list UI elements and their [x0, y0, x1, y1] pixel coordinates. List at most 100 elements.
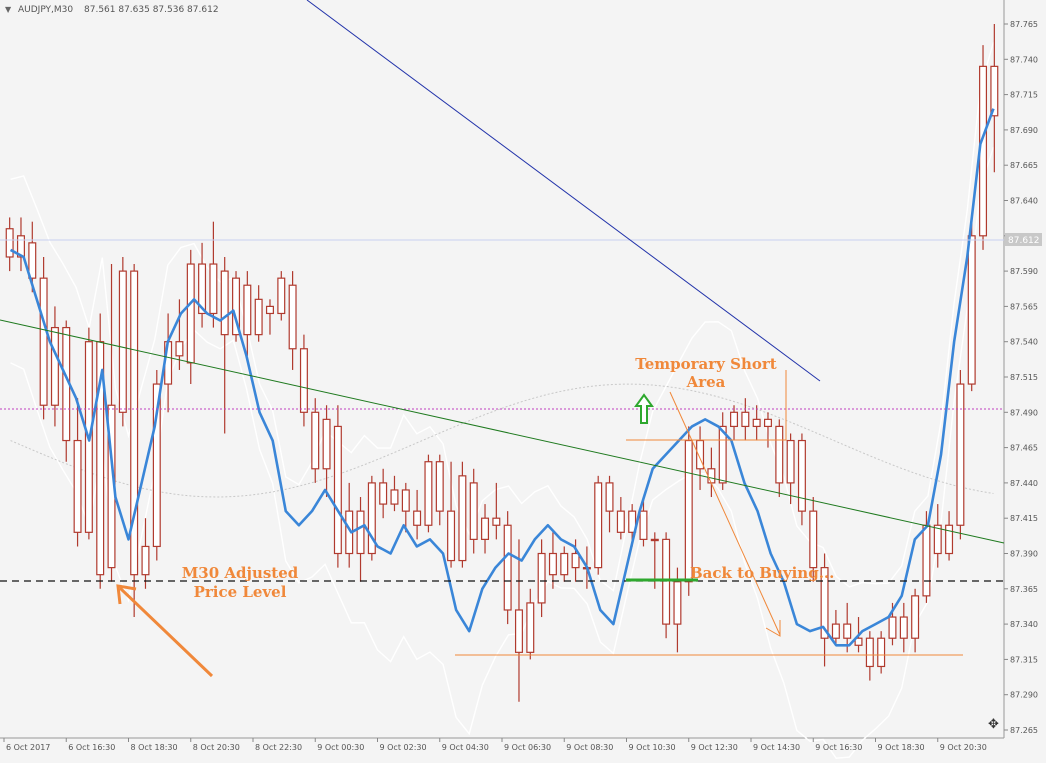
- candle: [548, 532, 557, 589]
- y-tick-label: 87.340: [1010, 620, 1038, 629]
- candle-body: [797, 439, 806, 512]
- candle-body: [899, 616, 908, 639]
- candle: [865, 631, 874, 681]
- x-tick-label: 8 Oct 20:30: [193, 743, 240, 752]
- candle-body: [831, 623, 840, 639]
- candle-body: [809, 510, 818, 569]
- lower-band-line: [10, 146, 995, 759]
- candle: [447, 461, 456, 568]
- candle: [616, 497, 625, 540]
- adjusted-level-label: M30 Adjusted: [182, 564, 299, 582]
- candle-body: [390, 489, 399, 505]
- candle: [186, 249, 195, 385]
- x-tick-label: 6 Oct 16:30: [68, 743, 115, 752]
- up-arrow-icon: [634, 393, 654, 424]
- y-tick-label: 87.740: [1010, 55, 1038, 64]
- candle-body: [752, 418, 761, 428]
- candle: [933, 504, 942, 568]
- candle-body: [696, 439, 705, 470]
- candle: [684, 426, 693, 596]
- candle-body: [96, 341, 105, 576]
- candle: [73, 398, 82, 547]
- x-tick-label: 6 Oct 2017: [6, 743, 50, 752]
- y-tick-label: 87.465: [1010, 444, 1038, 453]
- candle: [435, 454, 444, 526]
- upper-band-line: [10, 42, 995, 592]
- crosshair-cursor-icon[interactable]: ✥: [988, 717, 999, 732]
- candle: [175, 299, 184, 370]
- candle: [956, 369, 965, 540]
- candle-body: [911, 595, 920, 639]
- x-tick-label: 8 Oct 22:30: [255, 743, 302, 752]
- candle-body: [730, 411, 739, 428]
- ohlc-label: 87.561 87.635 87.536 87.612: [84, 5, 219, 15]
- candle-body: [481, 517, 490, 540]
- candle: [730, 405, 739, 441]
- x-tick-label: 9 Oct 04:30: [442, 743, 489, 752]
- moving-average-layer: [9, 108, 995, 647]
- candle-body: [526, 602, 535, 653]
- candle-body: [413, 510, 422, 526]
- x-tick-label: 9 Oct 02:30: [380, 743, 427, 752]
- y-tick-label: 87.365: [1010, 585, 1038, 594]
- candle-body: [130, 270, 139, 576]
- candle: [118, 256, 127, 427]
- candle-body: [945, 524, 954, 555]
- candle-body: [28, 242, 37, 279]
- y-tick-label: 87.515: [1010, 373, 1038, 382]
- candle: [232, 271, 241, 342]
- candle-body: [277, 277, 286, 315]
- candle-body: [820, 567, 829, 639]
- candle-body: [560, 552, 569, 576]
- candle: [945, 511, 954, 561]
- candle: [481, 504, 490, 554]
- candle: [877, 631, 886, 674]
- candle: [62, 320, 71, 462]
- y-tick-label: 87.265: [1010, 726, 1038, 735]
- candle: [333, 405, 342, 568]
- candle: [401, 482, 410, 533]
- candle-body: [628, 510, 637, 533]
- y-tick-label: 87.765: [1010, 20, 1038, 29]
- back-to-buying-label: Back to Buying...: [690, 564, 834, 582]
- candle: [379, 468, 388, 519]
- candle-body: [763, 418, 772, 428]
- indicator-layer: [10, 42, 995, 759]
- candle-body: [141, 545, 150, 576]
- axis-labels-layer: 87.765 87.740 87.715 87.690 87.665 87.640 87.6…: [3, 20, 1038, 752]
- candle-body: [684, 439, 693, 583]
- candle-body: [322, 418, 331, 470]
- candle-body: [198, 263, 207, 315]
- candle-body: [152, 383, 161, 548]
- candle: [492, 482, 501, 540]
- candle: [718, 412, 727, 490]
- candle: [831, 609, 840, 646]
- y-tick-label: 87.590: [1010, 267, 1038, 276]
- candle: [990, 24, 999, 173]
- candle: [514, 539, 523, 702]
- candle: [424, 454, 433, 533]
- candle-body: [718, 425, 727, 484]
- adjusted-level-arrow: [118, 586, 214, 678]
- candle-body: [435, 461, 444, 512]
- candle: [503, 511, 512, 625]
- candle: [560, 546, 569, 582]
- candle: [243, 271, 252, 356]
- moving-average-line: [9, 108, 995, 647]
- candle-body: [922, 524, 931, 597]
- x-tick-label: 9 Oct 18:30: [878, 743, 925, 752]
- candle-body: [209, 263, 218, 315]
- candle: [277, 271, 286, 321]
- candle-body: [933, 524, 942, 555]
- candle: [413, 489, 422, 540]
- candle-body: [594, 482, 603, 569]
- candle: [209, 221, 218, 328]
- candle: [775, 419, 784, 498]
- candle-body: [571, 552, 580, 569]
- candle-body: [356, 510, 365, 555]
- candle-body: [458, 475, 467, 562]
- chart-menu-arrow-icon[interactable]: ▼: [5, 5, 12, 14]
- candle: [537, 539, 546, 618]
- candle-body: [616, 510, 625, 533]
